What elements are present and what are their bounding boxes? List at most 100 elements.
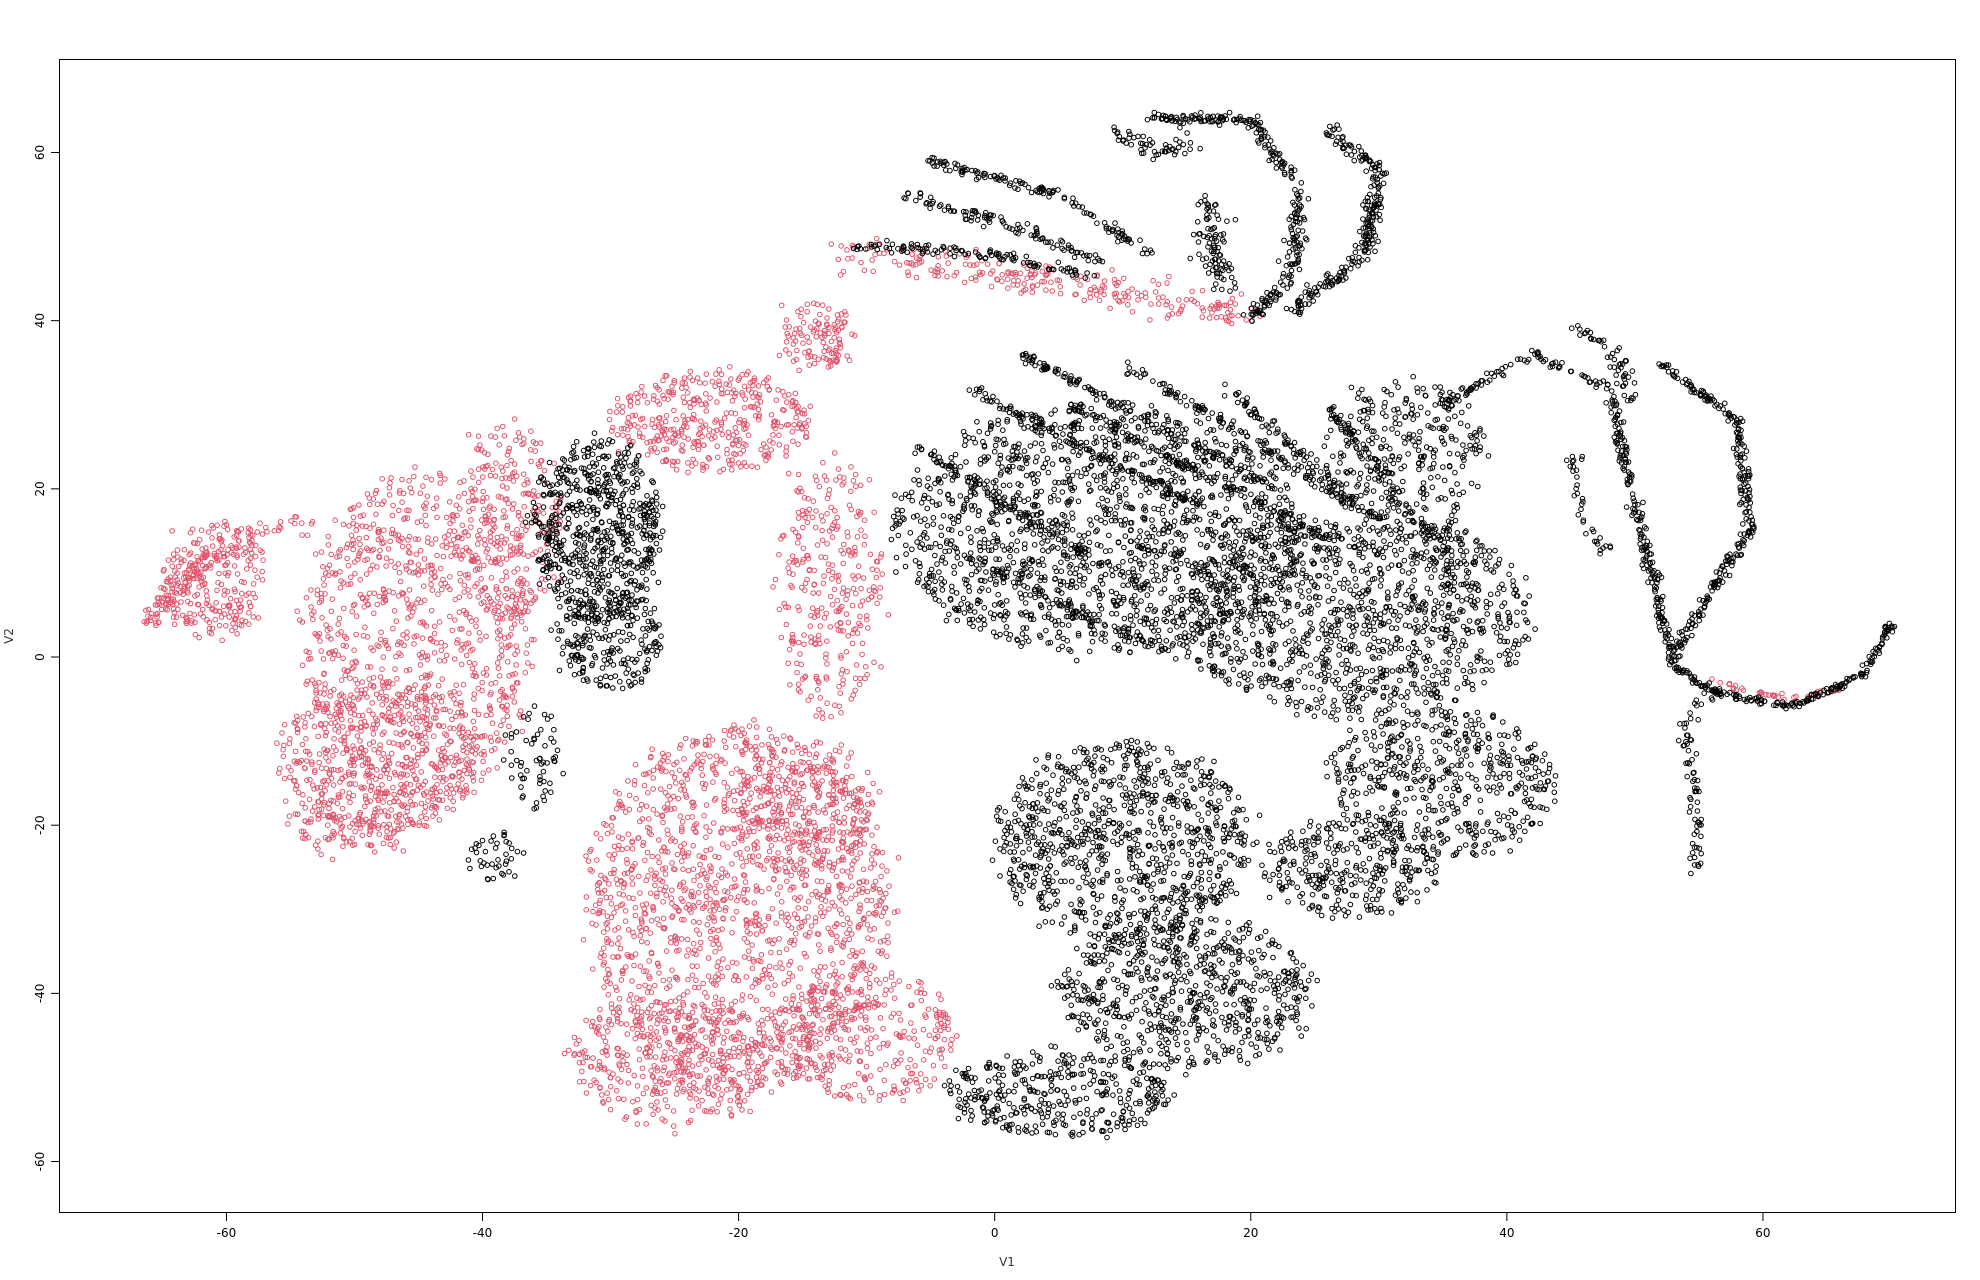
- data-point: [504, 574, 509, 579]
- data-point: [848, 954, 853, 959]
- data-point: [796, 906, 801, 911]
- data-point: [862, 518, 867, 523]
- data-point: [950, 1037, 955, 1042]
- data-point: [278, 766, 283, 771]
- data-point: [642, 783, 647, 788]
- data-point: [497, 698, 502, 703]
- data-point: [704, 372, 709, 377]
- data-point: [352, 648, 357, 653]
- data-point: [742, 406, 747, 411]
- data-point: [255, 575, 260, 580]
- data-point: [816, 810, 821, 815]
- data-point: [598, 837, 603, 842]
- data-point: [526, 661, 531, 666]
- data-point: [669, 896, 674, 901]
- data-point: [792, 943, 797, 948]
- data-point: [801, 1071, 806, 1076]
- data-point: [713, 384, 718, 389]
- data-point: [471, 506, 476, 511]
- data-point: [343, 673, 348, 678]
- data-point: [384, 564, 389, 569]
- data-point: [825, 1036, 830, 1041]
- data-point: [219, 615, 224, 620]
- data-point: [511, 479, 516, 484]
- data-point: [637, 1047, 642, 1052]
- data-point: [706, 974, 711, 979]
- data-point: [882, 1078, 887, 1083]
- data-point: [840, 845, 845, 850]
- data-point: [661, 916, 666, 921]
- data-point: [533, 449, 538, 454]
- data-point: [609, 824, 614, 829]
- data-point: [380, 477, 385, 482]
- data-point: [746, 433, 751, 438]
- data-point: [644, 1122, 649, 1127]
- data-point: [615, 1013, 620, 1018]
- data-point: [584, 1091, 589, 1096]
- data-point: [435, 782, 440, 787]
- data-point: [170, 529, 175, 534]
- data-point: [777, 837, 782, 842]
- data-point: [809, 635, 814, 640]
- data-point: [512, 622, 517, 627]
- data-point: [499, 643, 504, 648]
- data-point: [748, 796, 753, 801]
- data-point: [562, 1051, 567, 1056]
- data-point: [688, 375, 693, 380]
- data-point: [594, 831, 599, 836]
- data-point: [708, 396, 713, 401]
- data-point: [355, 688, 360, 693]
- data-point: [514, 644, 519, 649]
- data-point: [619, 1080, 624, 1085]
- data-point: [472, 697, 477, 702]
- data-point: [715, 455, 720, 460]
- data-point: [469, 469, 474, 474]
- data-point: [705, 995, 710, 1000]
- data-point: [348, 800, 353, 805]
- data-point: [389, 476, 394, 481]
- data-point: [280, 731, 285, 736]
- data-point: [640, 1066, 645, 1071]
- data-point: [828, 594, 833, 599]
- data-point: [170, 564, 175, 569]
- data-point: [867, 971, 872, 976]
- data-point: [831, 962, 836, 967]
- data-point: [796, 442, 801, 447]
- data-point: [889, 988, 894, 993]
- data-point: [482, 537, 487, 542]
- data-point: [413, 465, 418, 470]
- data-point: [777, 774, 782, 779]
- data-point: [448, 614, 453, 619]
- data-point: [361, 513, 366, 518]
- data-point: [729, 377, 734, 382]
- data-point: [835, 1020, 840, 1025]
- data-point: [676, 796, 681, 801]
- data-point: [328, 694, 333, 699]
- data-point: [754, 932, 759, 937]
- data-point: [850, 948, 855, 953]
- data-point: [326, 823, 331, 828]
- data-point: [815, 974, 820, 979]
- data-point: [665, 802, 670, 807]
- data-point: [730, 399, 735, 404]
- data-point: [638, 933, 643, 938]
- data-point: [666, 753, 671, 758]
- data-point: [812, 969, 817, 974]
- data-point: [639, 802, 644, 807]
- data-point: [618, 946, 623, 951]
- data-point: [769, 1090, 774, 1095]
- data-point: [677, 996, 682, 1001]
- data-point: [835, 598, 840, 603]
- data-point: [722, 1035, 727, 1040]
- data-point: [877, 1098, 882, 1103]
- data-point: [521, 472, 526, 477]
- data-point: [688, 369, 693, 374]
- data-point: [691, 867, 696, 872]
- data-point: [838, 908, 843, 913]
- data-point: [806, 418, 811, 423]
- data-point: [441, 554, 446, 559]
- data-point: [193, 632, 198, 637]
- data-point: [381, 800, 386, 805]
- data-point: [754, 735, 759, 740]
- data-point: [802, 633, 807, 638]
